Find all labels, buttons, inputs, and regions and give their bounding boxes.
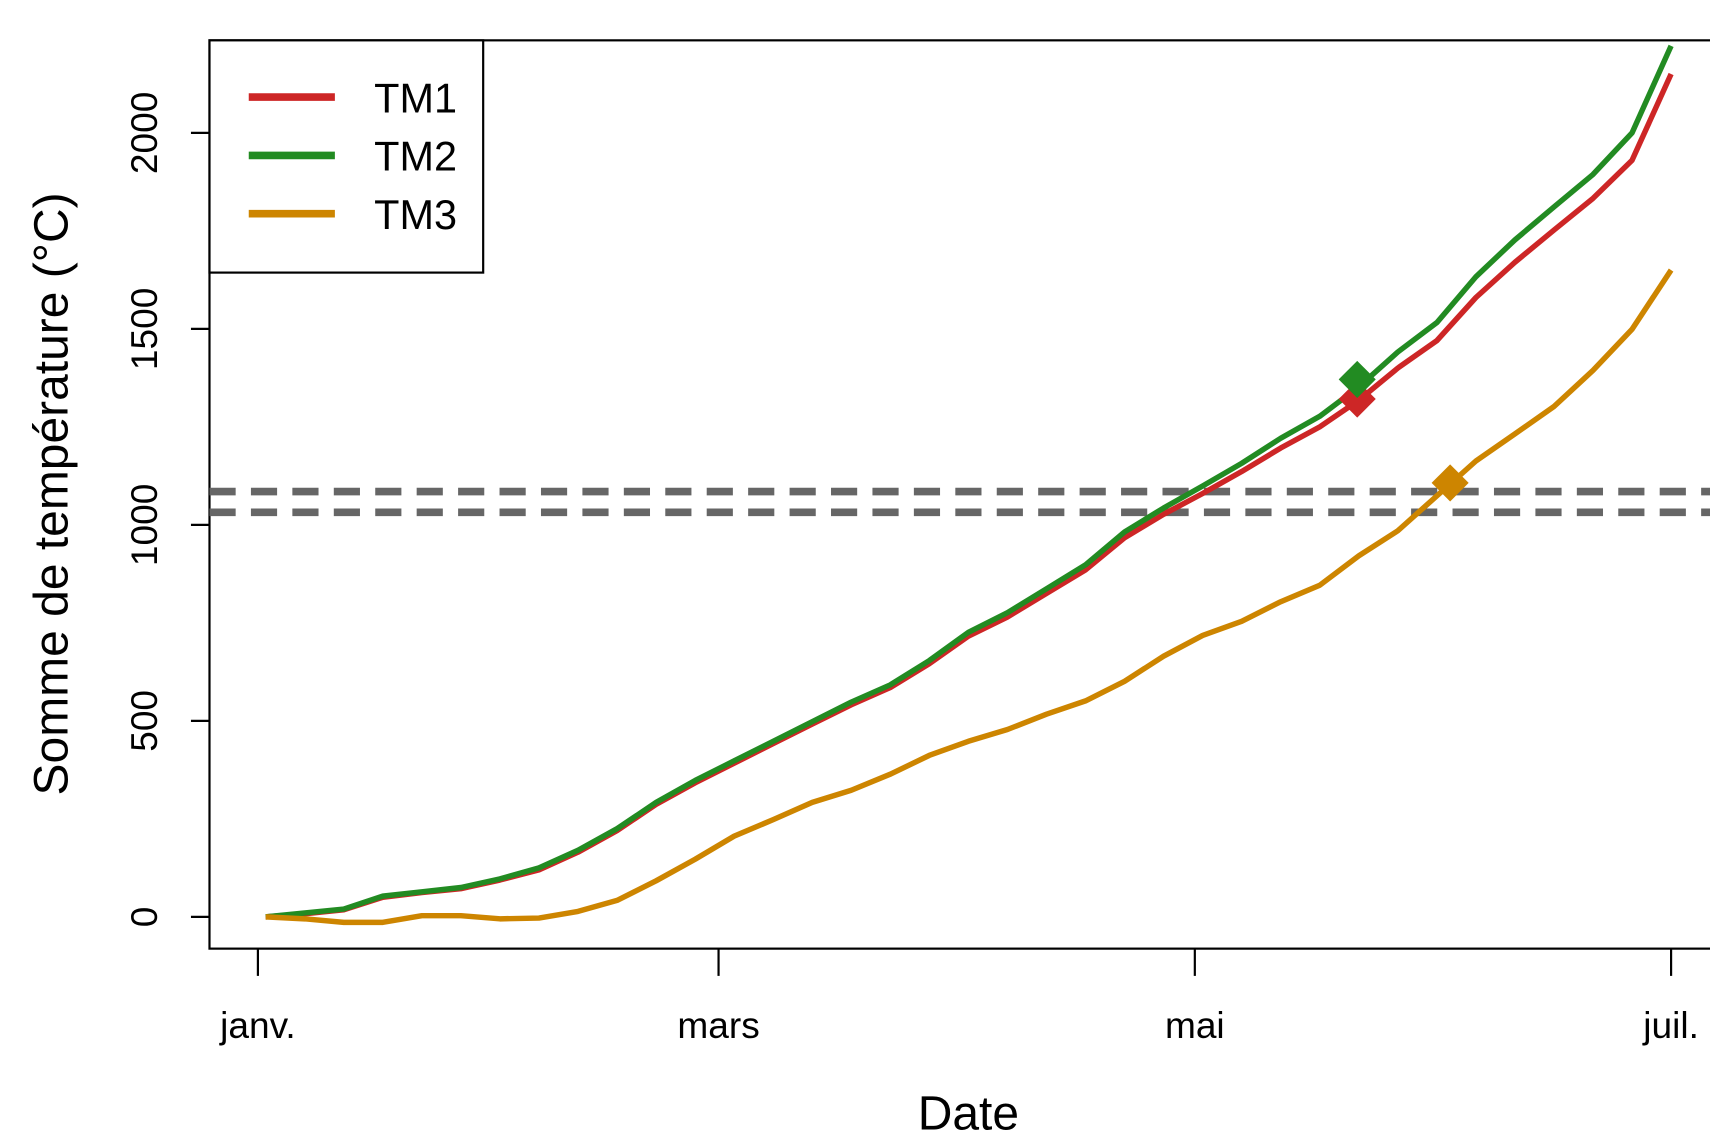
x-tick-label: juil.: [1642, 1004, 1699, 1046]
legend-label: TM1: [374, 74, 457, 121]
y-axis-title: Somme de température (°C): [26, 192, 79, 795]
x-axis-title: Date: [918, 1088, 1019, 1134]
y-tick-label: 0: [123, 907, 165, 928]
y-tick-label: 2000: [123, 92, 165, 174]
x-tick-label: mai: [1165, 1004, 1225, 1046]
marker: [1431, 464, 1469, 502]
x-tick-label: mars: [677, 1004, 759, 1046]
y-tick-label: 500: [123, 690, 165, 752]
marker: [1338, 360, 1376, 398]
series-line: [265, 44, 1674, 920]
y-tick-label: 1000: [123, 484, 165, 566]
legend-label: TM2: [374, 133, 457, 180]
marker: [1338, 380, 1376, 418]
series-line: [265, 268, 1674, 926]
x-tick-label: janv.: [219, 1004, 296, 1046]
y-tick-label: 1500: [123, 288, 165, 370]
legend-label: TM3: [374, 191, 457, 238]
